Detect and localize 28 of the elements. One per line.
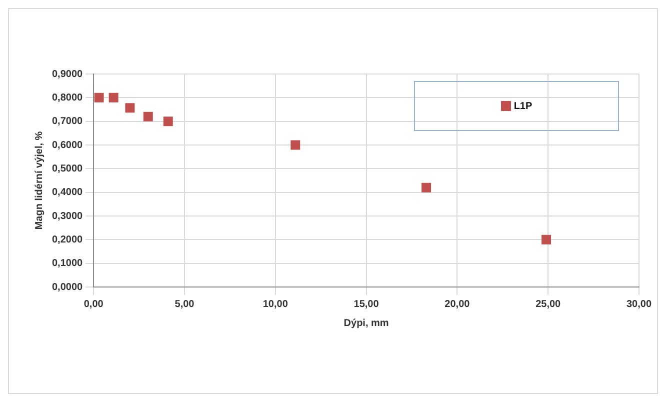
y-tick-label: 0,7000 (52, 116, 84, 128)
x-tick-label: 10,00 (262, 298, 288, 310)
point (94, 92, 104, 102)
x-tick-label: 0,00 (84, 298, 104, 310)
point (422, 182, 432, 192)
y-tick-label: 0,6000 (52, 140, 84, 151)
x-tick-label: 30,00 (626, 298, 652, 310)
x-tick-label: 5,00 (174, 298, 195, 310)
y-tick-label: 0,4000 (52, 187, 84, 198)
x-tick-label: 15,00 (354, 298, 380, 310)
y-tick-label: 0,5000 (52, 163, 84, 174)
y-tick-label: 0,2000 (52, 234, 84, 246)
y-tick-label: 0,9000 (52, 68, 84, 80)
x-tick-label: 25,00 (536, 298, 562, 310)
point (108, 92, 118, 102)
y-tick-label: 0,3000 (52, 210, 84, 222)
x-tick-label: 20,00 (444, 298, 470, 310)
y-tick-label: 0,8000 (52, 92, 84, 104)
x-axis-title: Dýpi, mm (344, 318, 389, 329)
point (290, 140, 300, 150)
point (542, 234, 552, 244)
point (125, 103, 135, 113)
point (163, 116, 173, 126)
legend-label: L1P (514, 100, 532, 112)
y-tick-label: 0,0000 (52, 282, 84, 293)
y-tick-label: 0,1000 (52, 258, 84, 270)
y-axis-title: Magn lidérní výjel, % (34, 131, 45, 230)
point (143, 112, 153, 122)
